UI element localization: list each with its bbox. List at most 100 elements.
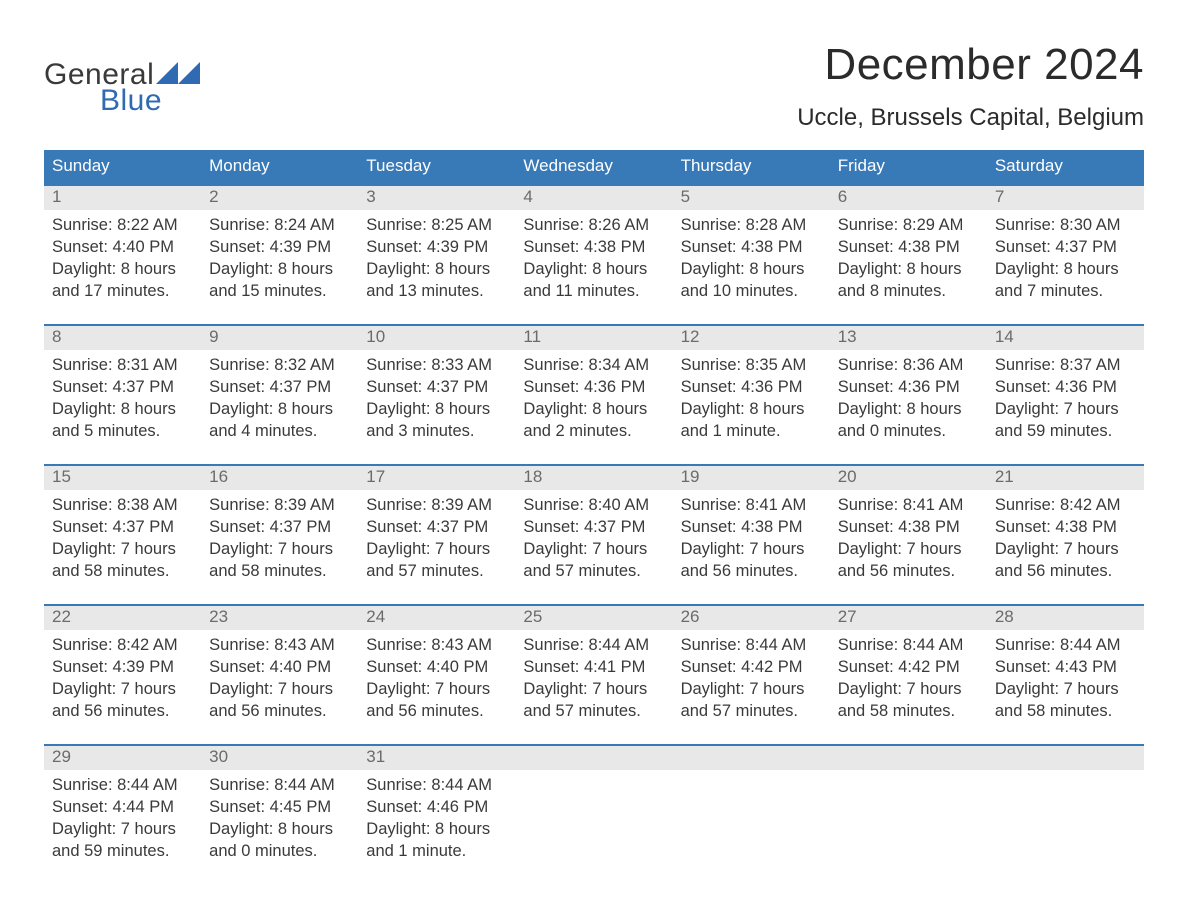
sunrise-line: Sunrise: 8:33 AM — [366, 354, 507, 376]
sunset-line: Sunset: 4:37 PM — [523, 516, 664, 538]
sunrise-line: Sunrise: 8:40 AM — [523, 494, 664, 516]
daylight-line-1: Daylight: 7 hours — [52, 538, 193, 560]
daylight-line-2: and 59 minutes. — [52, 840, 193, 862]
day-cell: Sunrise: 8:40 AMSunset: 4:37 PMDaylight:… — [515, 490, 672, 604]
day-number — [673, 746, 830, 770]
sunrise-line: Sunrise: 8:44 AM — [52, 774, 193, 796]
day-number: 10 — [358, 326, 515, 350]
day-number: 25 — [515, 606, 672, 630]
daylight-line-1: Daylight: 7 hours — [366, 538, 507, 560]
week-row: 1234567Sunrise: 8:22 AMSunset: 4:40 PMDa… — [44, 184, 1144, 324]
day-number: 4 — [515, 186, 672, 210]
sunrise-line: Sunrise: 8:43 AM — [209, 634, 350, 656]
daylight-line-2: and 59 minutes. — [995, 420, 1136, 442]
day-cell: Sunrise: 8:44 AMSunset: 4:43 PMDaylight:… — [987, 630, 1144, 744]
sunset-line: Sunset: 4:37 PM — [52, 516, 193, 538]
sunset-line: Sunset: 4:38 PM — [681, 516, 822, 538]
daylight-line-1: Daylight: 7 hours — [209, 678, 350, 700]
day-number: 27 — [830, 606, 987, 630]
day-number: 28 — [987, 606, 1144, 630]
sunrise-line: Sunrise: 8:44 AM — [366, 774, 507, 796]
sunset-line: Sunset: 4:38 PM — [995, 516, 1136, 538]
sunrise-line: Sunrise: 8:22 AM — [52, 214, 193, 236]
sunrise-line: Sunrise: 8:44 AM — [523, 634, 664, 656]
daylight-line-2: and 58 minutes. — [995, 700, 1136, 722]
sunrise-line: Sunrise: 8:34 AM — [523, 354, 664, 376]
daylight-line-2: and 1 minute. — [366, 840, 507, 862]
sunset-line: Sunset: 4:38 PM — [523, 236, 664, 258]
day-number: 30 — [201, 746, 358, 770]
day-cell: Sunrise: 8:42 AMSunset: 4:38 PMDaylight:… — [987, 490, 1144, 604]
sunrise-line: Sunrise: 8:24 AM — [209, 214, 350, 236]
day-cell — [987, 770, 1144, 884]
sunrise-line: Sunrise: 8:29 AM — [838, 214, 979, 236]
sunset-line: Sunset: 4:39 PM — [209, 236, 350, 258]
day-cell: Sunrise: 8:28 AMSunset: 4:38 PMDaylight:… — [673, 210, 830, 324]
month-title: December 2024 — [797, 40, 1144, 90]
sunrise-line: Sunrise: 8:42 AM — [52, 634, 193, 656]
sunset-line: Sunset: 4:41 PM — [523, 656, 664, 678]
day-cell: Sunrise: 8:25 AMSunset: 4:39 PMDaylight:… — [358, 210, 515, 324]
day-number: 22 — [44, 606, 201, 630]
day-cell: Sunrise: 8:38 AMSunset: 4:37 PMDaylight:… — [44, 490, 201, 604]
day-cell: Sunrise: 8:44 AMSunset: 4:42 PMDaylight:… — [673, 630, 830, 744]
daylight-line-2: and 56 minutes. — [838, 560, 979, 582]
weekday-friday: Friday — [830, 150, 987, 184]
day-cell: Sunrise: 8:39 AMSunset: 4:37 PMDaylight:… — [201, 490, 358, 604]
weekday-thursday: Thursday — [673, 150, 830, 184]
weekday-wednesday: Wednesday — [515, 150, 672, 184]
day-number: 13 — [830, 326, 987, 350]
day-cell — [673, 770, 830, 884]
daylight-line-2: and 0 minutes. — [838, 420, 979, 442]
day-number: 23 — [201, 606, 358, 630]
location: Uccle, Brussels Capital, Belgium — [797, 104, 1144, 132]
header: General Blue December 2024 Uccle, Brusse… — [44, 40, 1144, 132]
daylight-line-1: Daylight: 8 hours — [209, 818, 350, 840]
daylight-line-2: and 15 minutes. — [209, 280, 350, 302]
sunset-line: Sunset: 4:46 PM — [366, 796, 507, 818]
sunrise-line: Sunrise: 8:44 AM — [209, 774, 350, 796]
day-number: 6 — [830, 186, 987, 210]
sunrise-line: Sunrise: 8:44 AM — [995, 634, 1136, 656]
sunset-line: Sunset: 4:36 PM — [523, 376, 664, 398]
day-cell — [515, 770, 672, 884]
day-number: 18 — [515, 466, 672, 490]
day-number: 9 — [201, 326, 358, 350]
day-number: 1 — [44, 186, 201, 210]
day-cell: Sunrise: 8:41 AMSunset: 4:38 PMDaylight:… — [673, 490, 830, 604]
weekday-saturday: Saturday — [987, 150, 1144, 184]
sunrise-line: Sunrise: 8:41 AM — [838, 494, 979, 516]
day-cell: Sunrise: 8:44 AMSunset: 4:46 PMDaylight:… — [358, 770, 515, 884]
day-number: 24 — [358, 606, 515, 630]
day-cell: Sunrise: 8:39 AMSunset: 4:37 PMDaylight:… — [358, 490, 515, 604]
day-number: 7 — [987, 186, 1144, 210]
daylight-line-2: and 4 minutes. — [209, 420, 350, 442]
logo: General Blue — [44, 58, 200, 118]
sunset-line: Sunset: 4:36 PM — [681, 376, 822, 398]
day-cell: Sunrise: 8:26 AMSunset: 4:38 PMDaylight:… — [515, 210, 672, 324]
day-number: 19 — [673, 466, 830, 490]
daylight-line-1: Daylight: 8 hours — [366, 398, 507, 420]
sunset-line: Sunset: 4:40 PM — [209, 656, 350, 678]
day-number: 2 — [201, 186, 358, 210]
day-cell: Sunrise: 8:44 AMSunset: 4:45 PMDaylight:… — [201, 770, 358, 884]
weekday-header: SundayMondayTuesdayWednesdayThursdayFrid… — [44, 150, 1144, 184]
daynum-row: 293031 — [44, 746, 1144, 770]
sunrise-line: Sunrise: 8:44 AM — [838, 634, 979, 656]
week-row: 293031Sunrise: 8:44 AMSunset: 4:44 PMDay… — [44, 744, 1144, 884]
daynum-row: 891011121314 — [44, 326, 1144, 350]
day-cell: Sunrise: 8:24 AMSunset: 4:39 PMDaylight:… — [201, 210, 358, 324]
logo-text-blue: Blue — [100, 84, 200, 118]
sunrise-line: Sunrise: 8:26 AM — [523, 214, 664, 236]
daylight-line-2: and 56 minutes. — [995, 560, 1136, 582]
daylight-line-1: Daylight: 8 hours — [995, 258, 1136, 280]
daynum-row: 15161718192021 — [44, 466, 1144, 490]
weekday-sunday: Sunday — [44, 150, 201, 184]
daylight-line-1: Daylight: 7 hours — [366, 678, 507, 700]
week-row: 891011121314Sunrise: 8:31 AMSunset: 4:37… — [44, 324, 1144, 464]
daylight-line-2: and 57 minutes. — [523, 560, 664, 582]
day-cell: Sunrise: 8:44 AMSunset: 4:41 PMDaylight:… — [515, 630, 672, 744]
sunrise-line: Sunrise: 8:31 AM — [52, 354, 193, 376]
daylight-line-1: Daylight: 7 hours — [681, 678, 822, 700]
daylight-line-2: and 1 minute. — [681, 420, 822, 442]
